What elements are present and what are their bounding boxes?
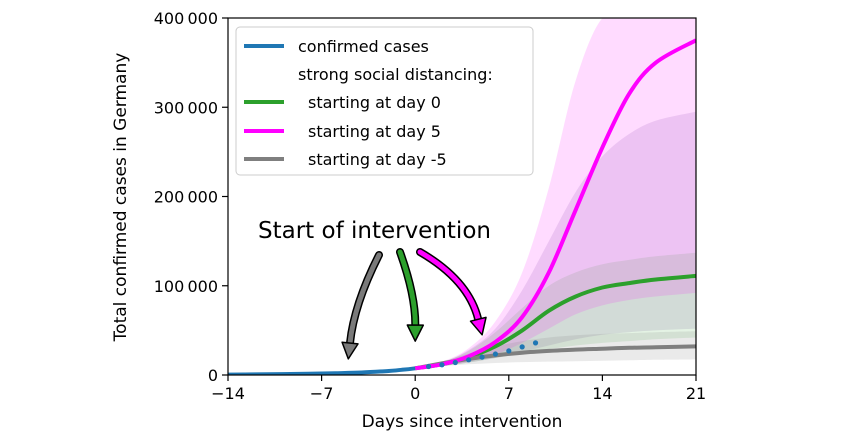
confirmed-case-point xyxy=(506,348,512,354)
confirmed-case-point xyxy=(479,354,485,360)
confirmed-case-point xyxy=(519,344,525,350)
legend-label-confirmed: confirmed cases xyxy=(298,37,429,56)
x-tick-label: 7 xyxy=(504,384,514,403)
x-axis-label: Days since intervention xyxy=(362,412,563,432)
x-tick-label: −7 xyxy=(310,384,334,403)
arrow-shaft xyxy=(417,249,481,322)
y-tick-label: 400 000 xyxy=(154,9,218,28)
y-tick-label: 0 xyxy=(208,366,218,385)
confirmed-case-point xyxy=(492,351,499,357)
legend-label-day0: starting at day 0 xyxy=(308,93,441,112)
legend-frame xyxy=(235,26,534,176)
arrow-outline xyxy=(416,248,483,324)
arrow-day0 xyxy=(396,248,425,342)
arrow-shaft xyxy=(347,252,382,346)
x-tick-label: −14 xyxy=(211,384,245,403)
y-tick-label: 100 000 xyxy=(154,277,218,296)
y-tick-label: 200 000 xyxy=(154,188,218,207)
line-confirmed-cases xyxy=(228,366,416,375)
confirmed-case-point xyxy=(439,362,445,368)
legend-label-day-minus5: starting at day -5 xyxy=(308,150,447,169)
arrow-shaft xyxy=(397,249,418,328)
confirmed-case-point xyxy=(532,340,539,346)
y-tick-label: 300 000 xyxy=(154,98,218,117)
confirmed-case-point xyxy=(425,363,432,370)
arrow-head xyxy=(469,316,487,336)
legend-header: strong social distancing: xyxy=(298,65,493,84)
arrow-head xyxy=(406,324,425,342)
x-tick-label: 14 xyxy=(592,384,612,403)
x-tick-label: 21 xyxy=(686,384,706,403)
band-day5 xyxy=(415,18,696,369)
annotation-text: Start of intervention xyxy=(258,218,491,244)
arrow-head xyxy=(341,341,359,360)
y-axis-label: Total confirmed cases in Germany xyxy=(111,53,131,343)
legend: confirmed cases strong social distancing… xyxy=(235,26,534,176)
legend-label-day5: starting at day 5 xyxy=(308,122,441,141)
confirmed-case-point xyxy=(466,357,472,363)
arrow-day5 xyxy=(416,248,487,336)
band-uncertainty-purple xyxy=(415,111,696,369)
confirmed-case-point xyxy=(452,359,458,366)
arrow-day-minus5 xyxy=(341,251,383,360)
x-tick-label: 0 xyxy=(410,384,420,403)
line-day5 xyxy=(414,38,696,371)
